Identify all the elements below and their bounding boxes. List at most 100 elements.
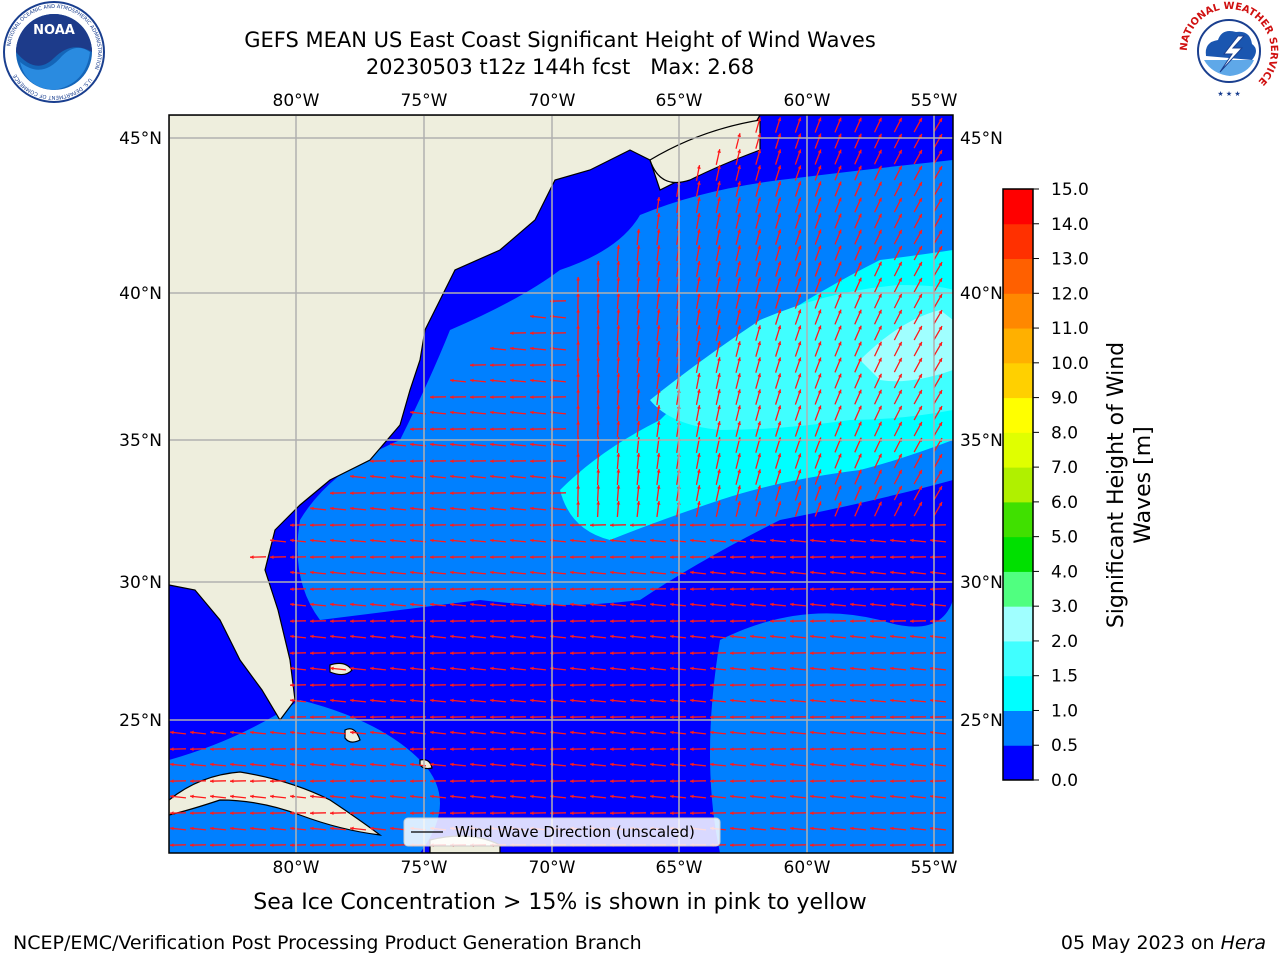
wave-direction-arrowhead	[650, 811, 654, 816]
wave-direction-arrowhead	[530, 523, 534, 528]
wave-direction-arrowhead	[878, 117, 882, 122]
wave-direction-arrowhead	[616, 389, 621, 393]
lat-tick-left: 25°N	[119, 711, 162, 731]
wave-direction-arrowhead	[810, 794, 814, 799]
wave-direction-arrowhead	[576, 453, 581, 457]
wave-direction-arrowhead	[290, 730, 294, 735]
wave-direction-arrowhead	[777, 117, 782, 122]
wave-direction-arrowhead	[757, 485, 762, 490]
wave-direction-arrowhead	[170, 794, 174, 799]
wave-direction-arrowhead	[616, 469, 621, 473]
wave-direction-arrowhead	[430, 619, 434, 624]
wave-direction-arrowhead	[250, 747, 254, 752]
wave-direction-arrowhead	[656, 453, 661, 457]
colorbar-segment	[1003, 328, 1033, 364]
wave-direction-arrowhead	[797, 181, 802, 186]
colorbar-segment	[1003, 293, 1033, 329]
wave-direction-arrowhead	[790, 666, 794, 671]
wave-direction-arrowhead	[870, 555, 874, 560]
wave-direction-arrowhead	[390, 459, 394, 464]
wave-direction-arrowhead	[890, 826, 894, 831]
wave-direction-arrowhead	[930, 555, 934, 560]
wave-direction-arrowhead	[750, 634, 754, 639]
wave-direction-arrowhead	[858, 117, 862, 122]
wave-direction-arrowhead	[878, 293, 882, 298]
wave-direction-arrowhead	[610, 523, 614, 528]
wave-direction-arrowhead	[757, 469, 762, 474]
wave-direction-arrowhead	[750, 794, 754, 799]
wave-direction-arrowhead	[696, 325, 701, 329]
wave-direction-arrowhead	[370, 747, 374, 752]
wave-direction-arrowhead	[878, 277, 882, 282]
wave-direction-arrowhead	[390, 794, 394, 799]
wave-direction-arrowhead	[576, 421, 581, 425]
wave-direction-arrowhead	[430, 410, 434, 415]
colorbar-tick-label: 3.0	[1051, 597, 1078, 617]
wave-direction-arrowhead	[596, 453, 601, 457]
wave-direction-arrowhead	[630, 683, 634, 688]
wave-direction-arrowhead	[610, 779, 614, 784]
wave-direction-arrowhead	[656, 309, 661, 313]
wave-direction-arrowhead	[370, 602, 374, 607]
wave-direction-arrowhead	[656, 373, 661, 377]
wave-direction-arrowhead	[636, 357, 641, 361]
wave-direction-arrowhead	[170, 762, 174, 767]
wave-direction-arrowhead	[490, 555, 494, 560]
wave-direction-arrowhead	[410, 747, 414, 752]
wave-direction-arrowhead	[270, 843, 274, 848]
colorbar-segment	[1003, 745, 1033, 781]
wave-direction-arrowhead	[797, 165, 802, 170]
wave-direction-arrowhead	[190, 811, 194, 816]
wave-direction-arrowhead	[490, 523, 494, 528]
wave-direction-arrowhead	[450, 602, 454, 607]
wave-direction-arrowhead	[770, 619, 774, 624]
wave-direction-arrowhead	[770, 523, 774, 528]
wave-direction-arrowhead	[616, 485, 621, 489]
wave-direction-arrowhead	[777, 373, 782, 378]
wave-direction-arrowhead	[350, 538, 354, 543]
wave-direction-arrowhead	[790, 570, 794, 575]
wave-direction-arrowhead	[830, 651, 834, 656]
wave-direction-arrowhead	[730, 666, 734, 671]
wave-direction-arrowhead	[737, 485, 741, 490]
wave-direction-arrowhead	[817, 453, 822, 458]
wave-direction-arrowhead	[890, 811, 894, 816]
wave-direction-arrowhead	[530, 730, 534, 735]
wave-direction-arrowhead	[390, 619, 394, 624]
wave-direction-arrowhead	[630, 538, 634, 543]
wave-direction-arrowhead	[490, 587, 494, 592]
wave-direction-arrowhead	[858, 421, 862, 426]
wave-direction-arrowhead	[270, 794, 274, 799]
wave-direction-arrowhead	[777, 389, 782, 394]
wave-direction-arrowhead	[430, 491, 434, 496]
wave-direction-arrowhead	[310, 794, 314, 799]
wave-direction-arrowhead	[330, 794, 334, 799]
wave-direction-arrowhead	[757, 213, 762, 218]
wave-direction-arrowhead	[737, 357, 741, 362]
wave-direction-arrowhead	[878, 357, 882, 362]
wave-direction-arrowhead	[830, 843, 834, 848]
wave-direction-arrowhead	[696, 469, 701, 473]
wave-direction-arrowhead	[670, 811, 674, 816]
wave-direction-arrowhead	[490, 538, 494, 543]
wave-direction-arrowhead	[810, 811, 814, 816]
wave-direction-arrowhead	[898, 341, 902, 346]
wave-direction-arrowhead	[837, 293, 842, 298]
wave-direction-arrowhead	[530, 331, 534, 336]
wave-direction-arrowhead	[636, 453, 641, 457]
wave-direction-arrowhead	[596, 485, 601, 489]
wave-direction-arrowhead	[650, 683, 654, 688]
wave-direction-arrowhead	[390, 651, 394, 656]
wave-direction-arrowhead	[450, 378, 454, 383]
wave-direction-arrowhead	[450, 683, 454, 688]
wave-direction-arrowhead	[858, 341, 862, 346]
map-frame	[168, 114, 954, 854]
colorbar-tick-label: 1.0	[1051, 701, 1078, 721]
wave-direction-arrowhead	[610, 619, 614, 624]
wave-direction-arrowhead	[390, 811, 394, 816]
wave-direction-arrowhead	[737, 229, 741, 234]
wave-direction-arrowhead	[450, 395, 454, 400]
wave-direction-arrowhead	[470, 730, 474, 735]
wave-direction-arrowhead	[570, 779, 574, 784]
wave-direction-arrowhead	[650, 619, 654, 624]
